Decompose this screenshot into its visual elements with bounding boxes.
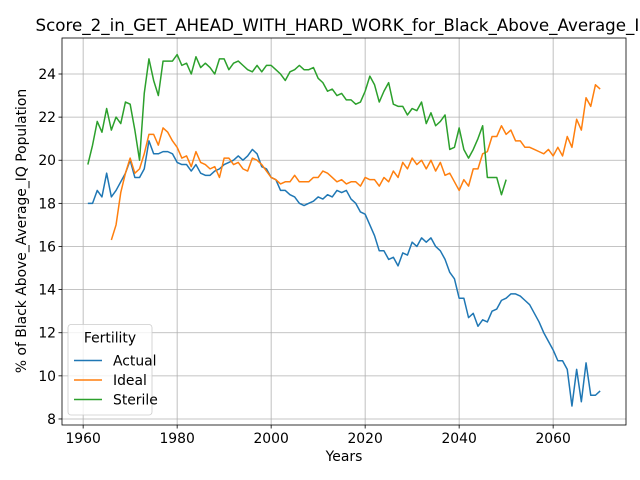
y-tick-label: 14 [38,283,56,299]
axes-frame [61,37,627,426]
grid [62,38,626,425]
y-tick-label: 12 [38,326,56,342]
x-tick-label: 2060 [535,431,570,447]
axes: 1960 1980 2000 2020 2040 2060 8 10 12 14 16 18 20 22 2… [38,67,571,447]
y-tick-label: 10 [38,369,56,385]
chart-title: Score_2_in_GET_AHEAD_WITH_HARD_WORK_for_… [36,15,640,36]
legend-label: Sterile [113,393,158,409]
series-line [110,84,601,241]
x-tick-label: 2000 [253,431,288,447]
y-tick-label: 8 [47,412,56,428]
legend-label: Actual [113,354,157,370]
legend-label: Ideal [113,373,147,389]
legend-box [67,324,153,416]
y-tick-label: 22 [38,110,56,126]
x-axis-label: Years [325,449,363,465]
series-line [87,140,601,407]
x-tick-label: 1980 [159,431,194,447]
plot-area [87,53,601,407]
y-axis-label: % of Black Above_Average_IQ Population [14,89,30,373]
x-tick-label: 2040 [441,431,476,447]
x-tick-label: 1960 [65,431,100,447]
y-tick-label: 24 [38,67,56,83]
y-tick-label: 16 [38,239,56,255]
series-line [87,53,507,196]
legend-title: Fertility [84,331,136,347]
y-tick-label: 20 [38,153,56,169]
y-tick-label: 18 [38,196,56,212]
legend: Fertility Actual Ideal Sterile [67,324,158,416]
x-tick-label: 2020 [347,431,382,447]
